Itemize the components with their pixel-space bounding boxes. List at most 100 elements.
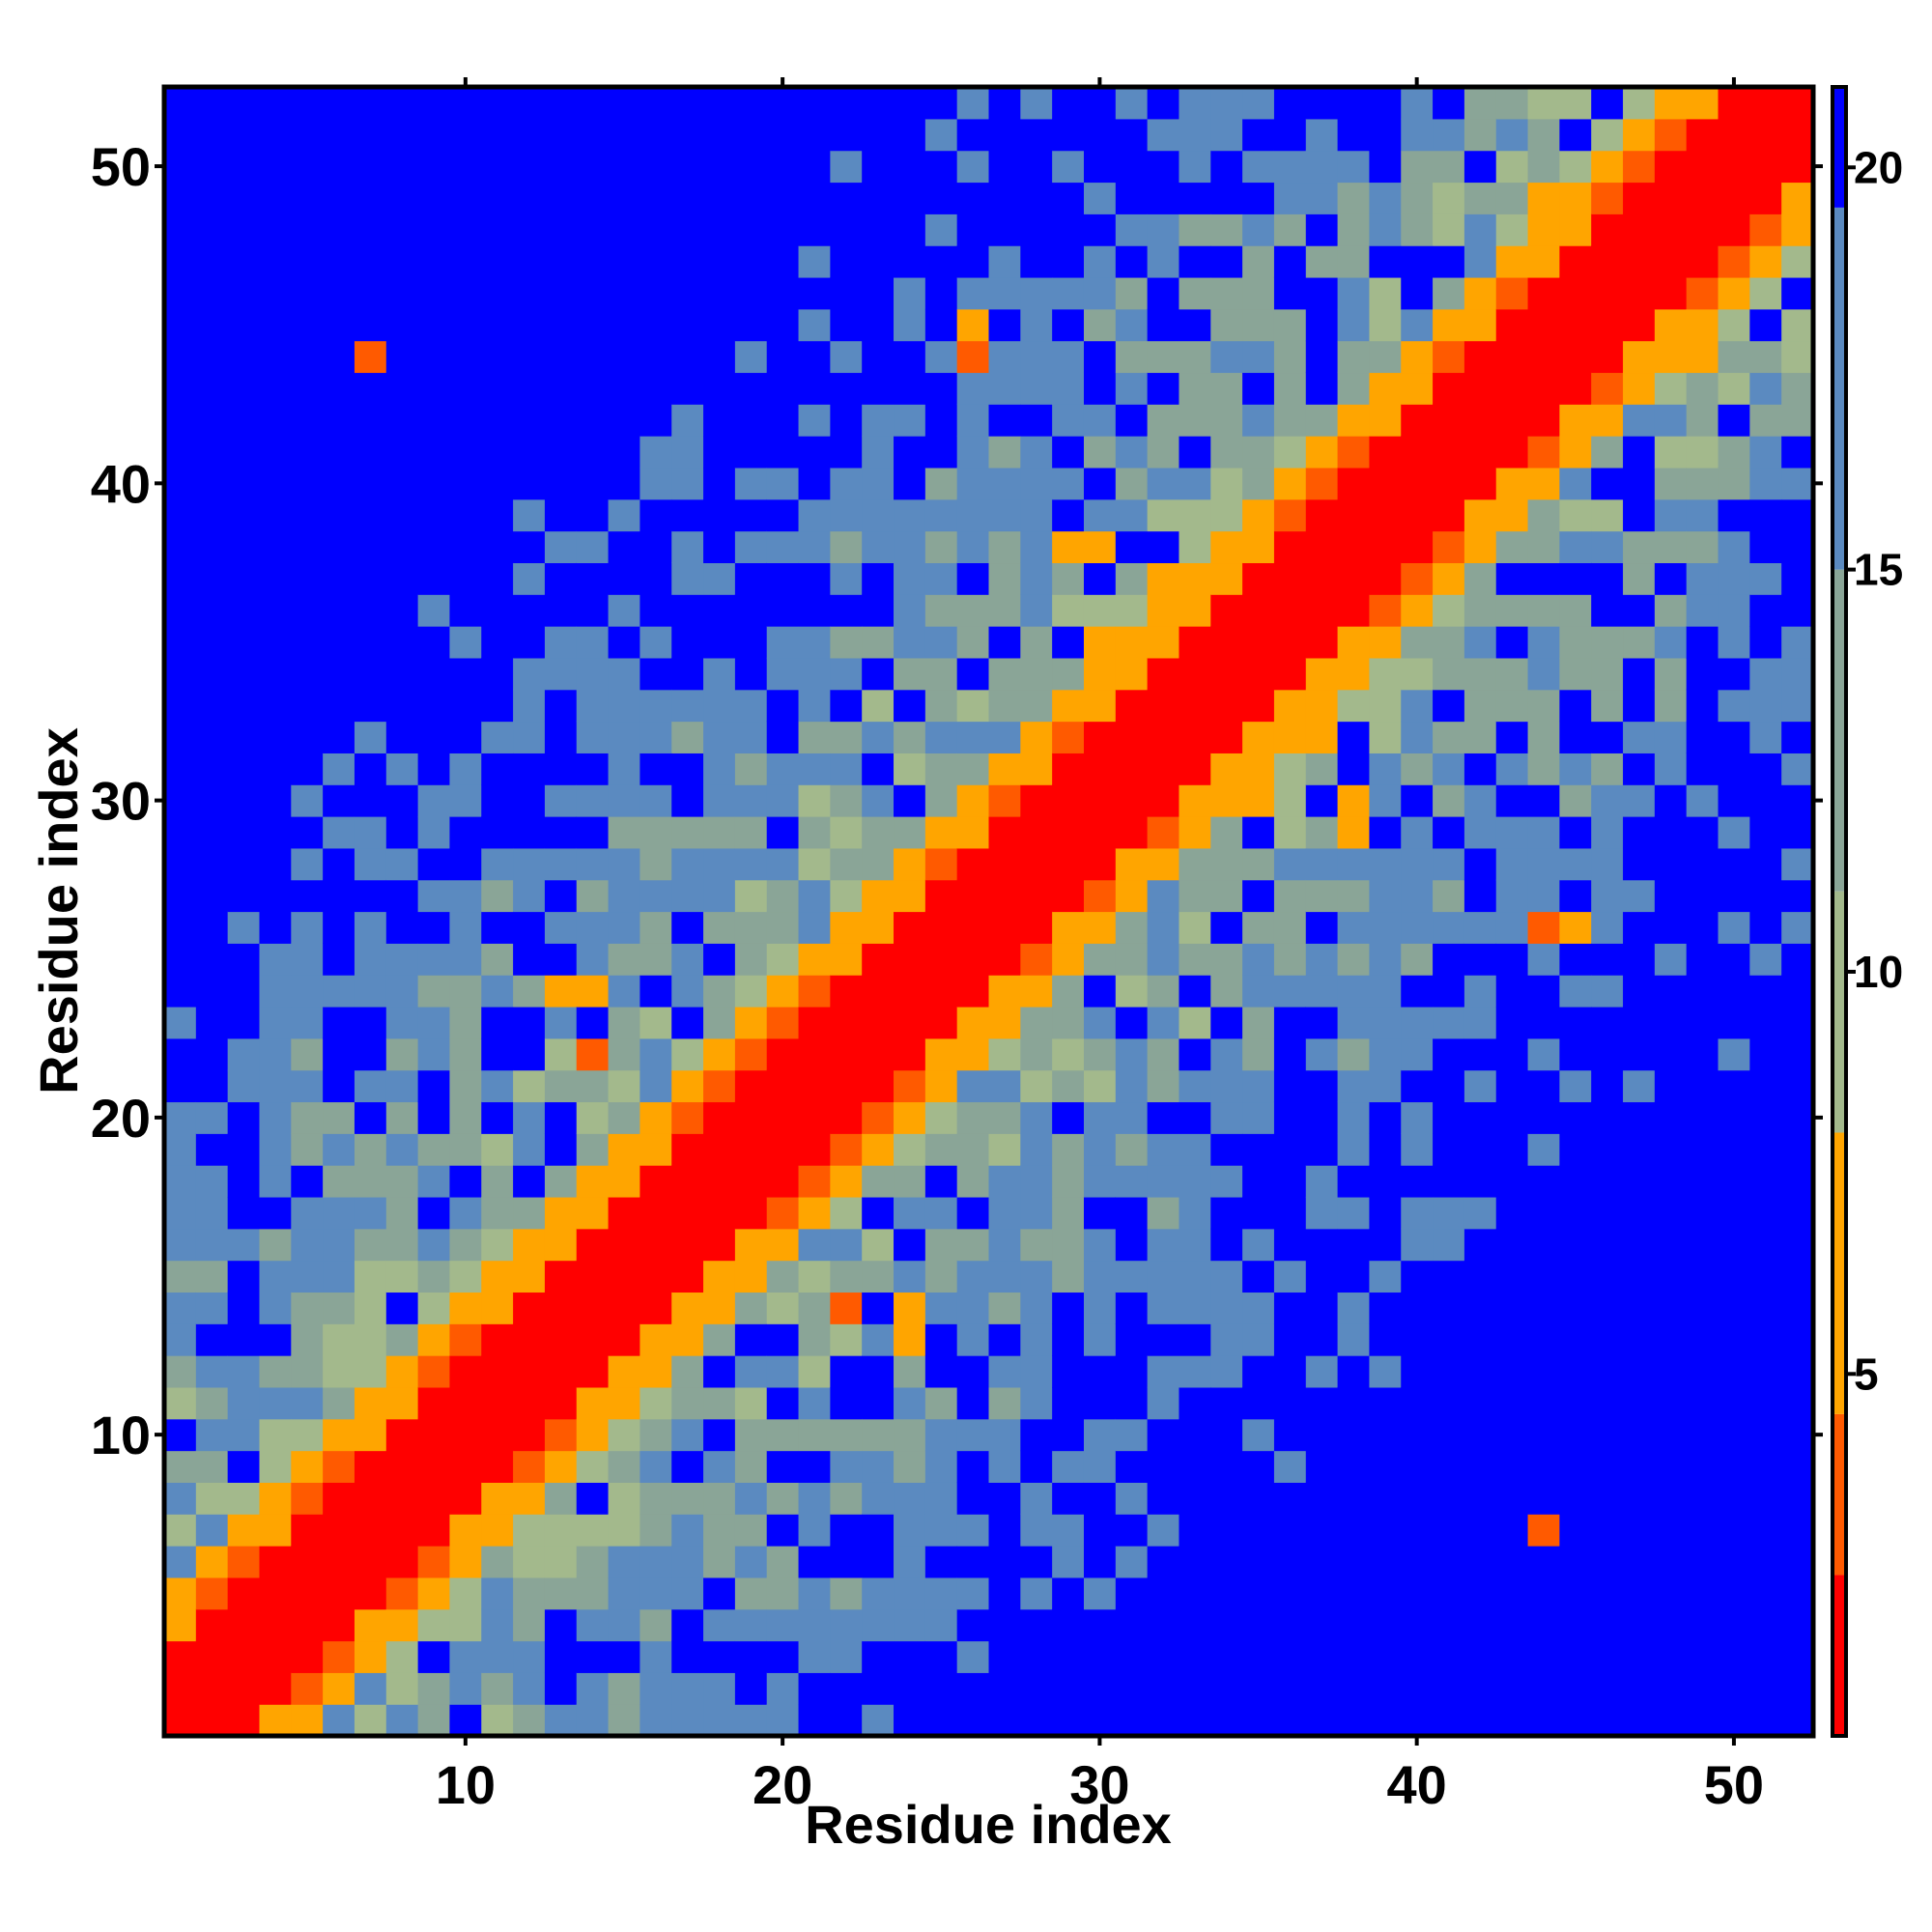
heatmap-cell: [1179, 245, 1211, 278]
heatmap-cell: [830, 816, 863, 849]
heatmap-cell: [1559, 1133, 1592, 1166]
heatmap-cell: [1179, 1101, 1211, 1134]
heatmap-cell: [734, 879, 768, 913]
heatmap-cell: [576, 1704, 610, 1737]
heatmap-cell: [323, 530, 355, 564]
heatmap-cell: [164, 1514, 197, 1547]
heatmap-cell: [385, 784, 419, 817]
heatmap-cell: [1401, 879, 1434, 913]
heatmap-cell: [1559, 1608, 1592, 1642]
heatmap-cell: [1337, 1546, 1371, 1578]
heatmap-cell: [1495, 340, 1529, 374]
heatmap-cell: [1623, 530, 1656, 564]
heatmap-cell: [354, 1069, 387, 1103]
heatmap-cell: [1686, 1672, 1719, 1705]
heatmap-cell: [513, 753, 546, 785]
heatmap-cell: [1433, 1292, 1465, 1324]
heatmap-cell: [449, 1608, 482, 1642]
heatmap-cell: [449, 1006, 482, 1039]
heatmap-cell: [956, 1006, 990, 1039]
heatmap-cell: [734, 943, 768, 976]
heatmap-cell: [830, 1704, 863, 1737]
heatmap-cell: [1179, 498, 1211, 532]
heatmap-cell: [671, 1418, 704, 1452]
heatmap-cell: [354, 404, 387, 437]
heatmap-cell: [291, 498, 324, 532]
heatmap-cell: [988, 1101, 1021, 1134]
heatmap-cell: [1369, 308, 1402, 342]
heatmap-cell: [1083, 1704, 1117, 1737]
heatmap-cell: [354, 879, 387, 913]
heatmap-cell: [1210, 1196, 1243, 1230]
heatmap-cell: [259, 372, 292, 405]
heatmap-cell: [734, 498, 768, 532]
heatmap-cell: [894, 1355, 926, 1388]
heatmap-cell: [449, 594, 482, 627]
heatmap-cell: [1401, 657, 1434, 691]
heatmap-cell: [1369, 847, 1402, 881]
heatmap-cell: [1527, 87, 1560, 120]
heatmap-cell: [417, 657, 451, 691]
heatmap-cell: [734, 276, 768, 310]
heatmap-cell: [1623, 150, 1656, 184]
heatmap-cell: [734, 657, 768, 691]
heatmap-cell: [1559, 1196, 1592, 1230]
heatmap-cell: [830, 1101, 863, 1134]
heatmap-cell: [862, 1165, 895, 1198]
heatmap-cell: [291, 1292, 324, 1324]
heatmap-cell: [1559, 308, 1592, 342]
heatmap-cell: [544, 1514, 578, 1547]
heatmap-cell: [1147, 404, 1180, 437]
heatmap-cell: [576, 245, 610, 278]
heatmap-cell: [481, 1672, 514, 1705]
heatmap-cell: [1147, 1418, 1180, 1452]
heatmap-cell: [1527, 1165, 1560, 1198]
heatmap-cell: [1463, 657, 1497, 691]
heatmap-cell: [1686, 1704, 1719, 1737]
heatmap-cell: [956, 213, 990, 246]
heatmap-cell: [1623, 87, 1656, 120]
heatmap-cell: [1020, 1546, 1053, 1578]
heatmap-cell: [385, 1292, 419, 1324]
heatmap-cell: [1179, 1037, 1211, 1071]
heatmap-cell: [513, 1355, 546, 1388]
heatmap-cell: [1527, 1608, 1560, 1642]
heatmap-cell: [417, 784, 451, 817]
heatmap-cell: [1527, 213, 1560, 246]
heatmap-cell: [417, 911, 451, 944]
heatmap-cell: [417, 1355, 451, 1388]
heatmap-cell: [1686, 689, 1719, 723]
heatmap-cell: [481, 911, 514, 944]
heatmap-cell: [830, 340, 863, 374]
heatmap-cell: [1401, 1386, 1434, 1420]
heatmap-cell: [449, 689, 482, 723]
heatmap-cell: [1463, 87, 1497, 120]
heatmap-cell: [385, 1514, 419, 1547]
heatmap-cell: [1083, 404, 1117, 437]
heatmap-cell: [513, 498, 546, 532]
heatmap-cell: [639, 87, 672, 120]
heatmap-cell: [1337, 340, 1371, 374]
heatmap-cell: [671, 1450, 704, 1483]
heatmap-cell: [1083, 150, 1117, 184]
heatmap-cell: [988, 1546, 1021, 1578]
heatmap-cell: [417, 594, 451, 627]
heatmap-cell: [798, 150, 831, 184]
heatmap-cell: [703, 372, 736, 405]
heatmap-cell: [1623, 1450, 1656, 1483]
heatmap-cell: [1463, 689, 1497, 723]
heatmap-cell: [417, 1608, 451, 1642]
heatmap-cell: [385, 150, 419, 184]
heatmap-cell: [1686, 1069, 1719, 1103]
heatmap-cell: [1495, 911, 1529, 944]
heatmap-cell: [1115, 1037, 1149, 1071]
heatmap-cell: [385, 943, 419, 976]
heatmap-cell: [1020, 1482, 1053, 1515]
heatmap-cell: [544, 182, 578, 214]
heatmap-cell: [1337, 372, 1371, 405]
heatmap-cell: [481, 372, 514, 405]
heatmap-cell: [1527, 1228, 1560, 1262]
heatmap-cell: [513, 308, 546, 342]
heatmap-cell: [1591, 1640, 1624, 1673]
heatmap-cell: [894, 1514, 926, 1547]
